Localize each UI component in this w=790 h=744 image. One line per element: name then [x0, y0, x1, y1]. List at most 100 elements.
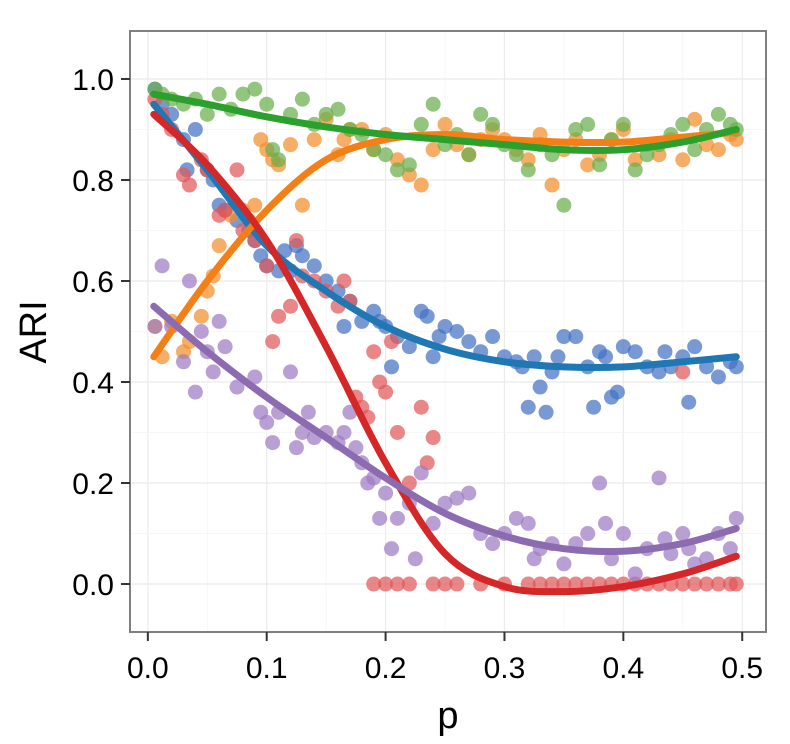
data-point [187, 384, 203, 400]
data-point [336, 273, 352, 289]
fit-curve [150, 128, 740, 361]
data-point [461, 485, 477, 501]
data-point [294, 248, 310, 264]
data-point [538, 404, 554, 420]
data-point [294, 425, 310, 441]
data-point [205, 364, 221, 380]
data-point [437, 116, 453, 132]
data-point [449, 490, 465, 506]
data-point [615, 339, 631, 355]
data-point [229, 379, 245, 395]
data-point [330, 101, 346, 117]
data-point [532, 379, 548, 395]
data-point [449, 576, 465, 592]
data-point [401, 157, 417, 173]
data-point [657, 531, 673, 547]
data-point [366, 576, 382, 592]
data-point [294, 91, 310, 107]
data-point [271, 152, 287, 168]
data-point [550, 349, 566, 365]
data-point [413, 465, 429, 481]
data-point [384, 334, 400, 350]
data-point [199, 106, 215, 122]
data-point [508, 510, 524, 526]
data-point [627, 566, 643, 582]
x-tick-label: 0.2 [365, 652, 407, 685]
data-point [271, 308, 287, 324]
data-point [154, 258, 170, 274]
data-point [485, 536, 501, 552]
data-point [147, 318, 163, 334]
data-point [378, 147, 394, 163]
data-point [473, 106, 489, 122]
data-point [699, 576, 715, 592]
data-point [211, 238, 227, 254]
data-point [193, 324, 209, 339]
fit-curve [150, 302, 740, 556]
data-point [282, 137, 298, 153]
data-point [211, 313, 227, 329]
data-point [722, 541, 738, 557]
data-point [372, 510, 388, 526]
fit-curves [150, 90, 740, 596]
data-point [485, 329, 501, 345]
data-point [687, 339, 703, 355]
data-point [710, 369, 726, 385]
data-point [389, 510, 405, 526]
data-point [175, 354, 191, 370]
data-point [217, 202, 233, 218]
fit-curve [150, 90, 740, 154]
data-point [229, 162, 245, 178]
data-point [378, 485, 394, 501]
data-point [437, 318, 453, 334]
data-point [193, 308, 209, 324]
data-point [247, 197, 263, 213]
data-point [580, 116, 596, 132]
data-point [568, 121, 584, 137]
data-point [675, 526, 691, 542]
axes: 0.0 0.1 0.2 0.3 0.4 0.5 0.0 0.2 0.4 0.6 0.8 1.0 [72, 64, 763, 685]
data-point [282, 298, 298, 314]
fit-curve [150, 100, 740, 371]
data-point [675, 152, 691, 168]
y-axis-title: ARI [13, 300, 55, 363]
data-point [592, 157, 608, 173]
data-point [651, 470, 667, 486]
data-point [425, 142, 441, 158]
data-point [532, 576, 548, 592]
data-point [425, 430, 441, 446]
data-point [627, 344, 643, 360]
x-axis-title: p [437, 695, 458, 737]
data-point [288, 233, 304, 249]
data-point [651, 364, 667, 380]
data-point [568, 329, 584, 345]
data-point [247, 81, 263, 97]
data-point [449, 324, 465, 339]
data-point [675, 364, 691, 380]
data-point [580, 157, 596, 173]
data-point [413, 177, 429, 193]
data-point [378, 576, 394, 592]
data-point [615, 116, 631, 132]
data-point [306, 132, 322, 148]
data-point [378, 384, 394, 400]
data-point [520, 162, 536, 178]
data-point [300, 404, 316, 420]
data-point [413, 116, 429, 132]
data-point [413, 399, 429, 415]
data-point [419, 308, 435, 324]
data-point [288, 440, 304, 456]
data-point [520, 399, 536, 415]
data-point [437, 495, 453, 511]
data-point [687, 111, 703, 127]
data-point [401, 339, 417, 355]
data-point [181, 177, 197, 193]
y-tick-label: 0.8 [72, 165, 114, 198]
data-point [544, 177, 560, 193]
data-point [259, 414, 275, 430]
data-point [336, 425, 352, 441]
data-point [389, 576, 405, 592]
data-point [710, 576, 726, 592]
data-point [627, 162, 643, 178]
x-tick-label: 0.3 [484, 652, 526, 685]
